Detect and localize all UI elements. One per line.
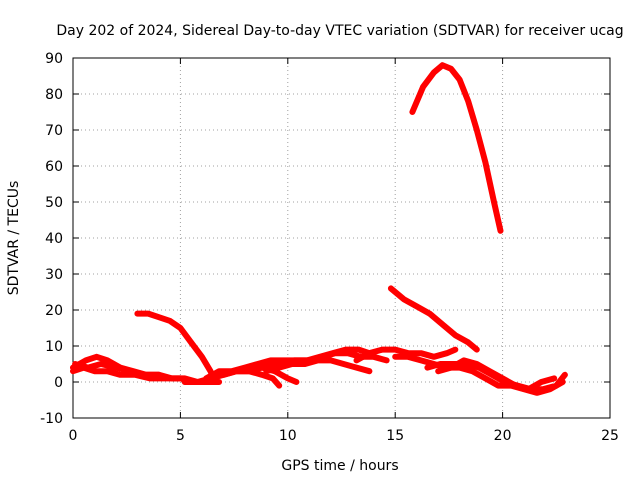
x-axis-label: GPS time / hours (281, 458, 398, 474)
x-tick-label: 20 (494, 428, 512, 444)
series-line-sat-j (353, 346, 459, 364)
y-tick-label: 50 (45, 195, 63, 211)
y-tick-label: 0 (54, 375, 63, 391)
y-tick-label: -10 (40, 411, 63, 427)
x-tick-label: 5 (176, 428, 185, 444)
y-tick-label: 70 (45, 123, 63, 139)
series-line-sat-d (134, 310, 218, 385)
series-line-sat-l (387, 285, 480, 353)
y-tick-label: 10 (45, 339, 63, 355)
y-axis-label: SDTVAR / TECUs (6, 181, 22, 296)
series-line-sat-c (72, 361, 162, 378)
x-tick-label: 10 (279, 428, 297, 444)
y-tick-label: 30 (45, 267, 63, 283)
y-tick-label: 20 (45, 303, 63, 319)
y-tick-label: 60 (45, 159, 63, 175)
x-tick-label: 0 (69, 428, 78, 444)
y-tick-label: 80 (45, 87, 63, 103)
series-line-sat-m (409, 62, 504, 234)
y-tick-label: 40 (45, 231, 63, 247)
x-tick-label: 15 (386, 428, 404, 444)
chart-title: Day 202 of 2024, Sidereal Day-to-day VTE… (56, 23, 623, 39)
series-line-sat-o (435, 357, 558, 393)
x-tick-label: 25 (601, 428, 619, 444)
series-line-sat-i (263, 357, 373, 375)
y-tick-label: 90 (45, 51, 63, 67)
